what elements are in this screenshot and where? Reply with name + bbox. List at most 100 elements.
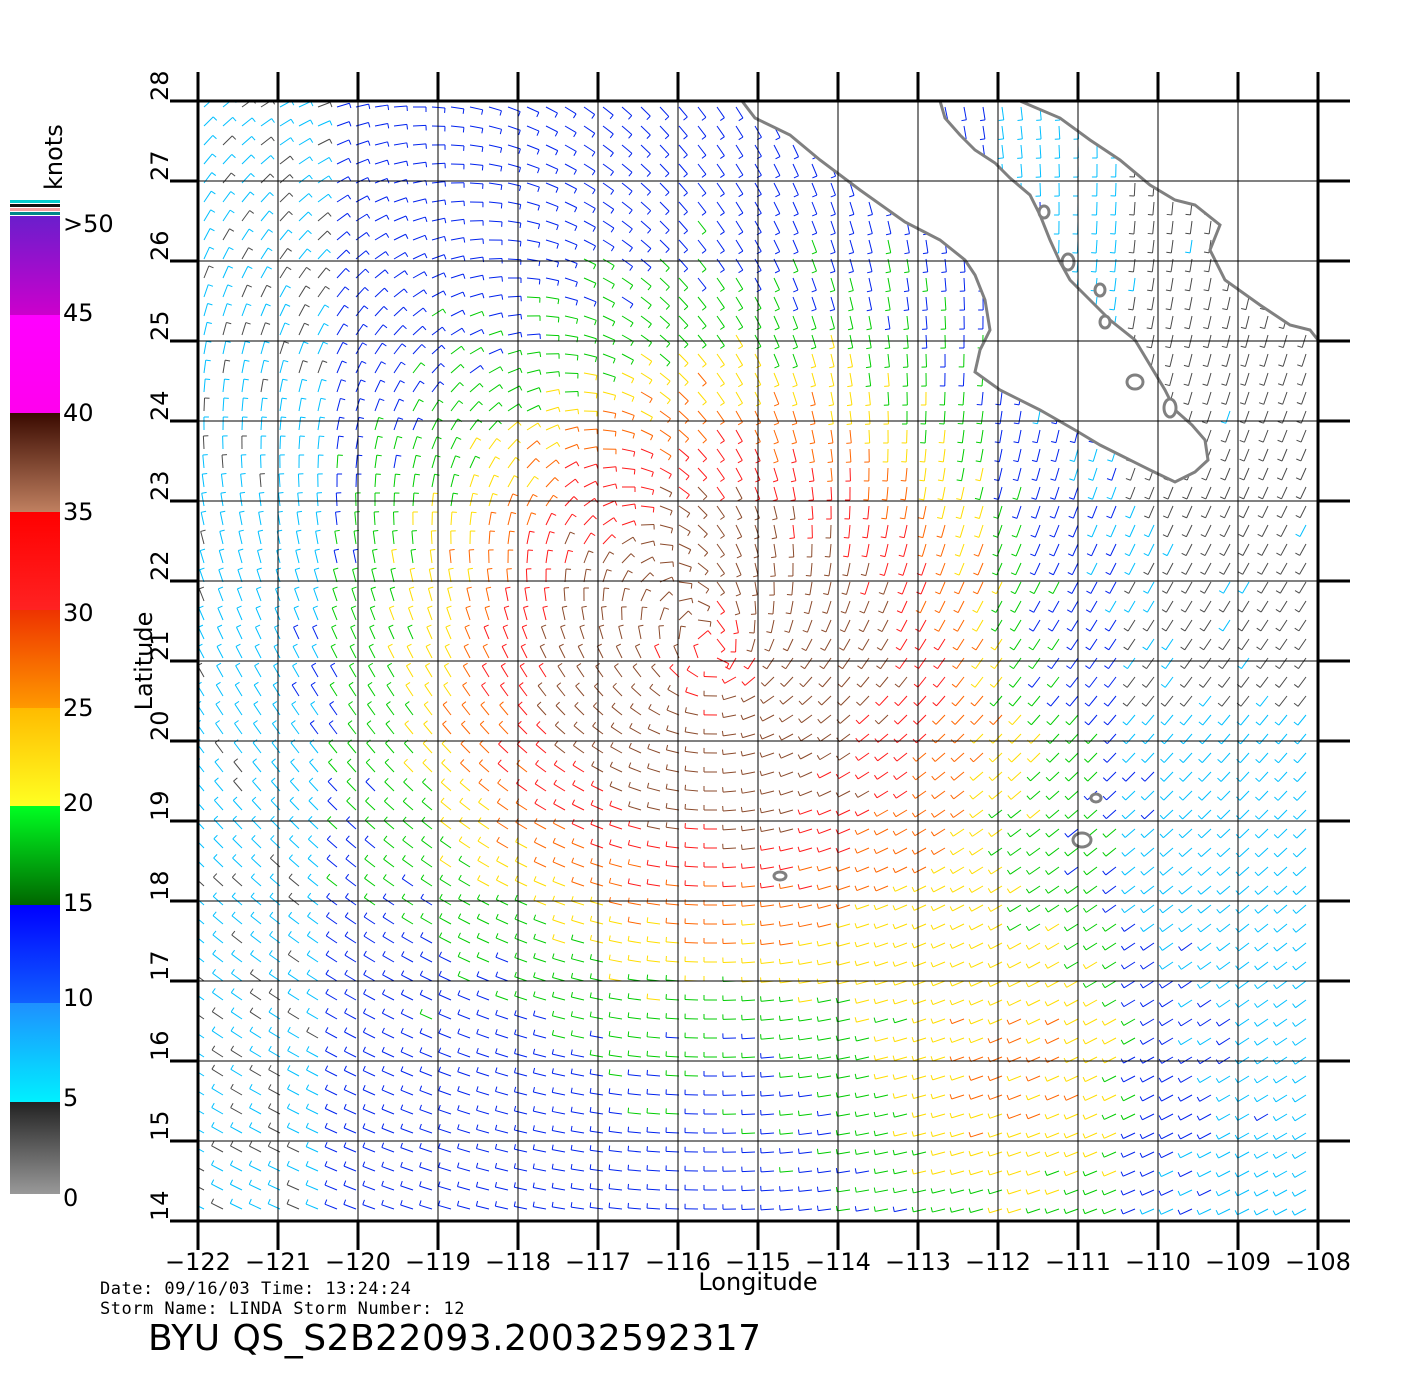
wind-vector-barb (648, 323, 652, 329)
wind-vector-barb (387, 141, 390, 147)
wind-vector-barb (1203, 270, 1209, 273)
wind-vector-barb (797, 846, 800, 852)
wind-vector (1029, 828, 1041, 838)
wind-vector (1035, 505, 1041, 519)
wind-vector-barb (219, 548, 225, 552)
wind-vector (1015, 543, 1022, 557)
wind-vector (729, 657, 737, 670)
wind-vector (1280, 562, 1288, 575)
wind-vector-barb (975, 479, 981, 482)
wind-vector-barb (707, 630, 712, 635)
wind-vector-barb (1238, 552, 1244, 556)
wind-vector-barb (898, 554, 904, 558)
wind-vector (497, 763, 509, 773)
wind-vector (583, 106, 595, 115)
wind-vector-barb (631, 396, 635, 402)
wind-vector-barb (892, 886, 896, 892)
wind-vector-barb (843, 555, 849, 558)
wind-vector-barb (384, 269, 389, 275)
wind-vector (843, 638, 851, 651)
wind-vector-barb (627, 878, 630, 884)
wind-vector (383, 858, 395, 868)
wind-vector (385, 723, 395, 735)
wind-vector-barb (198, 605, 204, 609)
wind-vector (697, 581, 710, 590)
wind-vector (1030, 752, 1041, 763)
wind-vector (270, 800, 281, 811)
wind-vector (742, 733, 756, 739)
wind-vector-barb (930, 850, 935, 855)
wind-vector (883, 562, 889, 576)
wind-vector (1204, 543, 1212, 556)
wind-vector (1088, 676, 1098, 688)
wind-vector-barb (477, 836, 482, 842)
wind-vector-barb (1026, 814, 1031, 819)
wind-vector (1011, 733, 1022, 744)
wind-vector-barb (590, 819, 594, 825)
wind-vector-barb (306, 266, 311, 271)
wind-vector-barb (428, 586, 434, 589)
wind-vector-barb (291, 720, 296, 724)
wind-vector (1124, 885, 1136, 895)
wind-vector-barb (218, 567, 224, 571)
wind-vector (640, 277, 652, 287)
wind-vector (1029, 809, 1041, 819)
wind-vector-barb (974, 516, 980, 519)
wind-vector-barb (1218, 609, 1224, 613)
wind-vector (1261, 524, 1269, 537)
wind-vector-barb (556, 243, 559, 249)
wind-vector (903, 543, 908, 557)
wind-vector-barb (1181, 571, 1187, 575)
wind-vector (754, 562, 759, 576)
wind-vector-barb (1217, 702, 1223, 707)
wind-vector-barb (1238, 533, 1244, 538)
wind-vector-barb (366, 232, 370, 237)
wind-vector (935, 714, 946, 725)
wind-vector (830, 220, 836, 234)
wind-vector-barb (1140, 777, 1146, 782)
wind-vector-barb (654, 643, 660, 647)
wind-vector-barb (1256, 609, 1262, 613)
wind-vector-barb (401, 874, 406, 880)
wind-vector-barb (288, 192, 294, 197)
wind-vector-barb (774, 327, 780, 331)
wind-vector-barb (1258, 421, 1264, 424)
wind-vector (241, 117, 253, 127)
wind-vector (1035, 486, 1041, 500)
wind-vector-barb (865, 404, 871, 406)
wind-vector-barb (665, 191, 670, 197)
wind-vector (583, 182, 596, 191)
wind-vector-barb (885, 233, 892, 236)
wind-vector-barb (302, 360, 308, 363)
wind-vector-barb (1239, 402, 1246, 405)
wind-vector (716, 201, 725, 213)
wind-vector (1171, 220, 1174, 234)
wind-vector-barb (709, 621, 712, 627)
wind-vector (1113, 277, 1117, 291)
wind-vector-barb (1162, 515, 1168, 519)
wind-vector (999, 391, 1003, 405)
wind-vector-barb (254, 643, 260, 647)
wind-vector-barb (740, 769, 743, 775)
wind-vector (232, 800, 243, 811)
wind-vector (279, 417, 282, 431)
wind-vector-barb (338, 435, 344, 438)
wind-vector-barb (1184, 289, 1190, 292)
wind-vector (290, 761, 300, 773)
wind-vector (273, 646, 281, 659)
wind-vector-barb (1202, 345, 1208, 349)
wind-vector (640, 239, 652, 249)
wind-vector (336, 323, 345, 336)
wind-vector-barb (328, 175, 333, 181)
wind-vector-barb (459, 797, 464, 803)
wind-vector-barb (1142, 627, 1148, 632)
wind-vector (583, 532, 592, 545)
wind-vector-barb (344, 304, 349, 309)
wind-vector (1207, 296, 1212, 310)
wind-vector-barb (1029, 590, 1035, 595)
wind-vector (496, 879, 509, 887)
wind-vector-barb (549, 531, 555, 534)
wind-vector-barb (461, 701, 467, 706)
wind-vector-barb (1087, 497, 1093, 500)
wind-vector (659, 591, 670, 602)
